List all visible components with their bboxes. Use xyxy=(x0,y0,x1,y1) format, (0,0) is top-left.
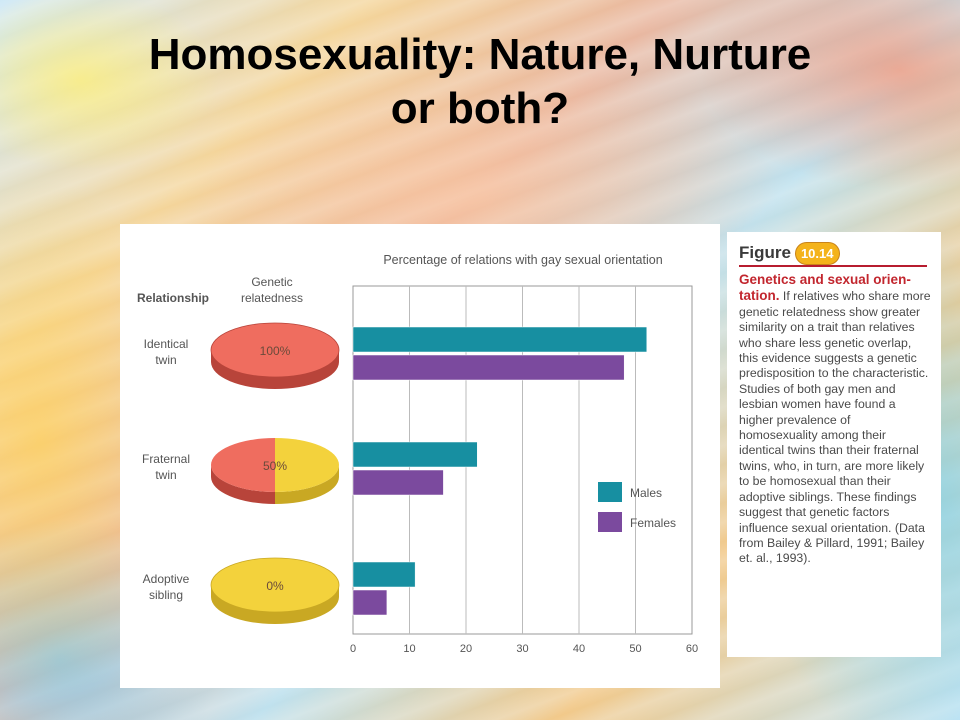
pie-side-unshared xyxy=(275,465,339,504)
x-tick-label: 50 xyxy=(629,643,641,655)
figure-caption-body: If relatives who share more genetic rela… xyxy=(739,289,931,566)
figure-number-badge: 10.14 xyxy=(794,241,840,265)
figure-label: Figure xyxy=(739,243,791,262)
slide-title-line-2: or both? xyxy=(390,84,570,133)
bar-males xyxy=(352,326,648,353)
slide-title-line-1: Homosexuality: Nature, Nurture xyxy=(148,30,812,79)
category-label: twin xyxy=(155,468,176,482)
bar-males xyxy=(352,441,478,468)
pie-label: 0% xyxy=(266,579,284,593)
pie-slice-shared xyxy=(211,438,275,492)
pie-top xyxy=(210,322,340,378)
bar-chart: Percentage of relations with gay sexual … xyxy=(137,253,698,655)
bar-females xyxy=(352,354,625,381)
category-label: Identical xyxy=(144,337,189,351)
legend-label-females: Females xyxy=(630,516,676,530)
pie-side xyxy=(211,350,339,389)
category-label: Adoptive xyxy=(143,572,190,586)
chart-title: Percentage of relations with gay sexual … xyxy=(383,253,662,267)
category-label: sibling xyxy=(149,588,183,602)
slide-title: Homosexuality: Nature, Nurture or both? xyxy=(0,28,960,136)
pie-slice-unshared xyxy=(275,438,339,492)
x-tick-label: 40 xyxy=(573,643,585,655)
x-tick-label: 60 xyxy=(686,643,698,655)
legend-label-males: Males xyxy=(630,486,662,500)
figure-divider xyxy=(739,265,927,267)
bar-males xyxy=(352,561,416,588)
pie-side-shared xyxy=(211,465,275,504)
figure-caption-title: Genetics and sexual orien-tation. xyxy=(739,272,911,304)
genetic-header-line-1: Genetic xyxy=(251,275,292,289)
legend-swatch-males xyxy=(598,482,622,502)
pie-side xyxy=(211,585,339,624)
x-tick-label: 20 xyxy=(460,643,472,655)
legend-swatch-females xyxy=(598,512,622,532)
relationship-header: Relationship xyxy=(137,291,209,305)
pie-top xyxy=(210,557,340,613)
category-label: twin xyxy=(155,353,176,367)
figure-caption-panel: Figure 10.14 Genetics and sexual orien-t… xyxy=(727,232,941,657)
genetic-header-line-2: relatedness xyxy=(241,291,303,305)
chart-panel: Percentage of relations with gay sexual … xyxy=(120,224,720,688)
bar-females xyxy=(352,469,444,496)
figure-heading: Figure 10.14 xyxy=(739,240,840,266)
x-tick-label: 30 xyxy=(516,643,528,655)
x-tick-label: 10 xyxy=(403,643,415,655)
category-label: Fraternal xyxy=(142,452,190,466)
bar-females xyxy=(352,589,388,616)
figure-caption: Genetics and sexual orien-tation. If rel… xyxy=(739,272,931,567)
pie-label: 50% xyxy=(263,459,287,473)
pie-label: 100% xyxy=(260,344,291,358)
x-tick-label: 0 xyxy=(350,643,356,655)
